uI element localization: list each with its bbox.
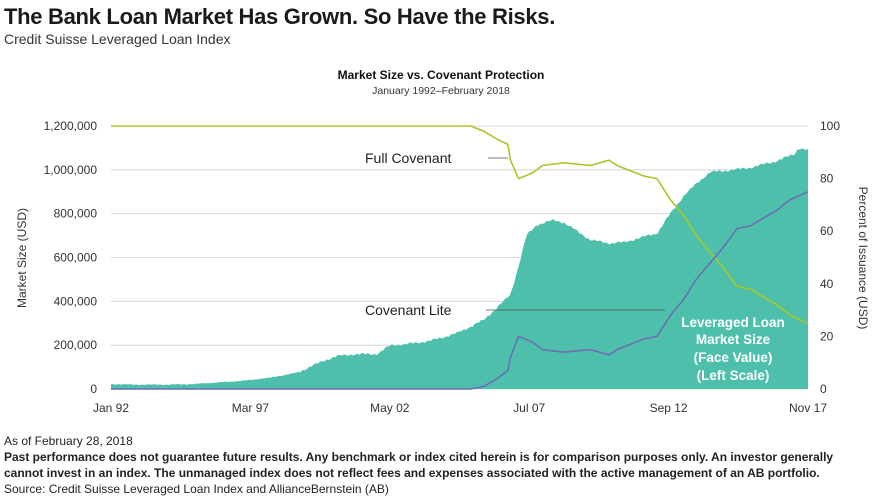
as-of-date: As of February 28, 2018 <box>4 434 133 448</box>
disclaimer-line-2: cannot invest in an index. The unmanaged… <box>4 466 820 480</box>
x-tick-label: May 02 <box>370 401 410 415</box>
y-tick-label-right: 0 <box>820 382 827 396</box>
x-tick-label: Nov 17 <box>789 401 827 415</box>
y-axis-right: 0 20 40 60 80 100 <box>820 119 840 396</box>
y-tick-label-right: 100 <box>820 119 840 133</box>
x-tick-label: Jan 92 <box>93 401 129 415</box>
chart-title: Market Size vs. Covenant Protection <box>338 68 545 82</box>
chart-subtitle: January 1992–February 2018 <box>372 85 510 97</box>
y-tick-label-left: 600,000 <box>54 251 98 265</box>
full-covenant-annotation: Full Covenant <box>365 150 451 166</box>
source-note: Source: Credit Suisse Leveraged Loan Ind… <box>4 482 389 496</box>
y-tick-label-left: 400,000 <box>54 294 98 308</box>
x-tick-label: Sep 12 <box>650 401 688 415</box>
x-axis: Jan 92 Mar 97 May 02 Jul 07 Sep 12 Nov 17 <box>93 401 827 415</box>
page-title: The Bank Loan Market Has Grown. So Have … <box>4 4 556 29</box>
area-layer <box>111 148 808 389</box>
y-tick-label-right: 20 <box>820 329 834 343</box>
y-tick-label-left: 1,200,000 <box>44 119 98 133</box>
y-tick-label-right: 80 <box>820 172 834 186</box>
y-axis-label-left: Market Size (USD) <box>15 208 29 308</box>
y-tick-label-left: 800,000 <box>54 207 98 221</box>
y-axis-left: 0 200,000 400,000 600,000 800,000 1,000,000 1,… <box>44 119 98 396</box>
page-subtitle: Credit Suisse Leveraged Loan Index <box>4 31 231 47</box>
y-tick-label-left: 0 <box>90 382 97 396</box>
y-tick-label-right: 60 <box>820 224 834 238</box>
line-layer <box>111 125 809 390</box>
area-label-line-4: (Left Scale) <box>697 368 770 383</box>
area-label-line-3: (Face Value) <box>694 350 773 365</box>
x-tick-label: Jul 07 <box>513 401 545 415</box>
covenant-lite-line <box>111 191 809 390</box>
area-market-size <box>111 148 808 389</box>
full-covenant-line <box>111 125 809 325</box>
disclaimer-line-1: Past performance does not guarantee futu… <box>4 450 834 464</box>
area-label-line-1: Leveraged Loan <box>681 315 785 330</box>
chart-svg: 0 200,000 400,000 600,000 800,000 1,000,000 1,… <box>15 68 870 415</box>
y-axis-label-right: Percent of Issuance (USD) <box>856 187 870 330</box>
area-label-line-2: Market Size <box>696 332 771 347</box>
x-tick-label: Mar 97 <box>232 401 270 415</box>
y-tick-label-right: 40 <box>820 277 834 291</box>
covenant-lite-annotation: Covenant Lite <box>365 302 452 318</box>
y-tick-label-left: 200,000 <box>54 338 98 352</box>
y-tick-label-left: 1,000,000 <box>44 163 98 177</box>
